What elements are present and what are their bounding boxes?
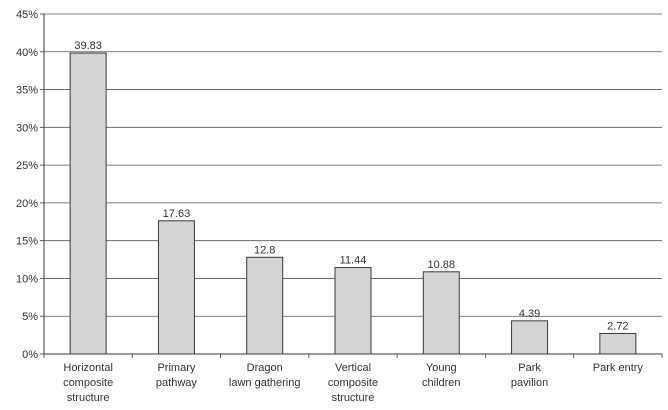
bar xyxy=(69,52,107,355)
x-category-label: Horizontal composite structure xyxy=(63,362,113,404)
x-axis-categories: Horizontal composite structure Primary pathw… xyxy=(63,362,643,404)
data-label: 10.88 xyxy=(428,259,456,271)
bar xyxy=(334,267,372,355)
data-labels: 39.83 17.63 12.8 11.44 10.88 4.39 2.72 xyxy=(74,40,628,332)
data-label: 11.44 xyxy=(340,255,367,267)
y-tick-label: 20% xyxy=(16,198,38,210)
x-category-label: Young children xyxy=(422,362,461,389)
y-tick-label: 25% xyxy=(16,160,38,172)
y-tick-label: 30% xyxy=(16,122,38,134)
y-tick-label: 10% xyxy=(16,273,38,285)
y-tick-label: 15% xyxy=(16,236,38,248)
data-label: 12.8 xyxy=(254,244,275,256)
data-label: 39.83 xyxy=(74,40,102,52)
data-label: 2.72 xyxy=(607,320,628,332)
y-tick-label: 45% xyxy=(16,9,38,21)
x-category-label: Vertical composite structure xyxy=(328,362,378,404)
y-tick-label: 0% xyxy=(22,349,38,361)
y-tick-label: 35% xyxy=(16,85,38,97)
data-label: 17.63 xyxy=(163,208,191,220)
x-category-label: Dragon lawn gathering xyxy=(229,362,301,389)
bars xyxy=(69,52,637,355)
axes xyxy=(43,14,663,358)
bar xyxy=(511,320,549,355)
x-category-label: Park pavilion xyxy=(511,362,548,389)
bar xyxy=(599,332,637,355)
y-tick-label: 5% xyxy=(22,311,38,323)
bar xyxy=(157,220,195,355)
x-category-label: Park entry xyxy=(593,362,644,374)
y-tick-label: 40% xyxy=(16,47,38,59)
bar xyxy=(246,256,284,355)
data-label: 4.39 xyxy=(519,308,540,320)
y-axis-ticks: 0% 5% 10% 15% 20% 25% 30% 35% 40% 45% xyxy=(16,9,44,361)
gridlines xyxy=(44,13,662,317)
bar xyxy=(422,271,460,355)
x-category-label: Primary pathway xyxy=(156,362,197,389)
